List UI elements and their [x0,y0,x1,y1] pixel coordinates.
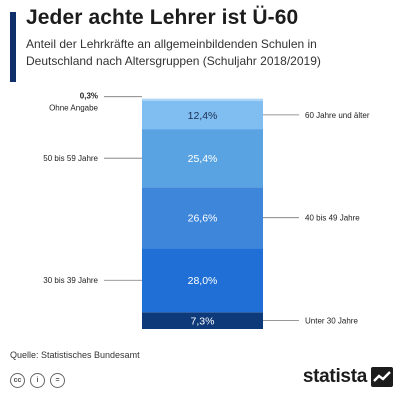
value-label-30-bis-39-jahre: 28,0% [188,275,218,287]
cc-icon[interactable]: cc [10,373,25,388]
bar-segment-unter-30-jahre [142,312,263,329]
statista-logo-icon [371,367,393,387]
statista-logo[interactable]: statista [303,366,393,388]
source-note: Quelle: Statistisches Bundesamt [10,350,140,360]
category-label-ohne-angabe: Ohne Angabe [49,104,98,113]
value-label-50-bis-59-jahre: 25,4% [188,153,218,165]
bar-segment-40-bis-49-jahre [142,187,263,249]
license-icons: cc i = [10,373,65,388]
bar-segment-ohne-angabe [142,98,263,101]
value-label-40-bis-49-jahre: 26,6% [188,213,218,225]
category-label-60-jahre-und-lter: 60 Jahre und älter [305,111,370,120]
equals-icon[interactable]: = [50,373,65,388]
bar-segment-60-jahre-und-lter [142,100,263,130]
category-label-50-bis-59-jahre: 50 bis 59 Jahre [43,154,98,163]
chart-title: Jeder achte Lehrer ist Ü-60 [26,6,299,29]
category-label-unter-30-jahre: Unter 30 Jahre [305,317,358,326]
value-label-ohne-angabe: 0,3% [80,92,98,101]
bar-segment-30-bis-39-jahre [142,248,263,313]
chart-subtitle-line-2: Deutschland nach Altersgruppen (Schuljah… [26,54,321,68]
value-label-unter-30-jahre: 7,3% [191,316,215,328]
brand-name: statista [302,366,367,387]
category-label-40-bis-49-jahre: 40 bis 49 Jahre [305,214,360,223]
title-accent-bar [10,12,16,82]
chart-subtitle-line-1: Anteil der Lehrkräfte an allgemeinbilden… [26,37,317,51]
value-label-60-jahre-und-lter: 12,4% [188,110,218,122]
bar-segment-50-bis-59-jahre [142,129,263,188]
category-label-30-bis-39-jahre: 30 bis 39 Jahre [43,276,98,285]
person-icon[interactable]: i [30,373,45,388]
